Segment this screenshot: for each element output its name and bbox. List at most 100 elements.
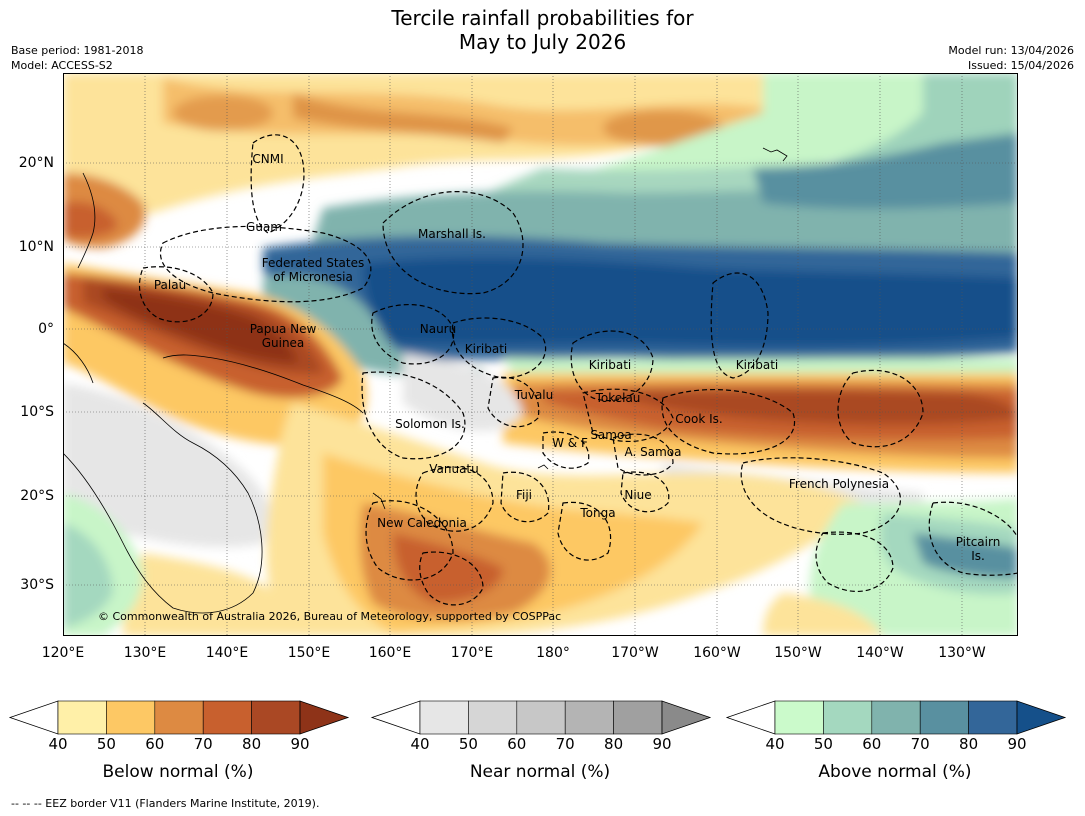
colorbar-extend-high [299, 700, 350, 735]
colorbar-tick-label: 50 [458, 735, 478, 753]
label-fsm: Federated States of Micronesia [261, 256, 365, 284]
label-new-caledonia: New Caledonia [377, 516, 467, 530]
label-french-polynesia: French Polynesia [788, 477, 890, 491]
lon-tick-170w: 170°W [611, 645, 659, 661]
label-png: Papua New Guinea [249, 322, 317, 350]
lon-tick-160w: 160°W [693, 645, 741, 661]
colorbar-title-near: Near normal (%) [469, 762, 611, 782]
colorbar-tick-label: 80 [242, 735, 262, 753]
colorbar-segment [57, 700, 107, 735]
colorbar-segment [202, 700, 252, 735]
colorbar-segment [774, 700, 824, 735]
colorbar-extend-high [661, 700, 712, 735]
label-kiribati-east: Kiribati [735, 358, 779, 372]
colorbar-tick-label: 70 [193, 735, 213, 753]
colorbar-segment [154, 700, 204, 735]
label-tonga: Tonga [580, 506, 616, 520]
colorbar-tick-label: 40 [48, 735, 68, 753]
colorbar-extend-low [8, 700, 59, 735]
coastlines [63, 147, 788, 614]
colorbar-above-normal [725, 700, 1067, 735]
meta-right: Model run: 13/04/2026 Issued: 15/04/2026 [948, 43, 1074, 73]
colorbar-near-normal [370, 700, 712, 735]
label-kiribati-central: Kiribati [588, 358, 632, 372]
colorbar-segment [106, 700, 156, 735]
colorbar-segment [564, 700, 614, 735]
colorbar-tick-label: 80 [604, 735, 624, 753]
colorbar-segment [419, 700, 469, 735]
colorbar-tick-label: 90 [1007, 735, 1027, 753]
title-line-2: May to July 2026 [458, 30, 627, 54]
lon-tick-150w: 150°W [774, 645, 822, 661]
lon-tick-150e: 150°E [287, 645, 331, 661]
lat-tick-30s: 30°S [20, 577, 54, 593]
label-niue: Niue [624, 488, 652, 502]
colorbar-segment [613, 700, 663, 735]
map-frame [63, 73, 1018, 636]
label-palau: Palau [153, 278, 187, 292]
label-fiji: Fiji [515, 488, 533, 502]
label-samoa: Samoa [590, 428, 632, 442]
copyright-text: © Commonwealth of Australia 2026, Bureau… [98, 610, 561, 623]
lat-tick-0: 0° [38, 321, 54, 337]
colorbar-title-above: Above normal (%) [818, 762, 972, 782]
lon-tick-160e: 160°E [368, 645, 412, 661]
label-marshall: Marshall Is. [418, 227, 486, 241]
label-guam: Guam [246, 220, 282, 234]
label-tokelau: Tokelau [595, 391, 641, 405]
colorbar-tick-label: 40 [765, 735, 785, 753]
colorbar-tick-label: 60 [145, 735, 165, 753]
colorbar-tick-label: 40 [410, 735, 430, 753]
probability-field [63, 73, 1018, 636]
base-period: Base period: 1981-2018 [11, 44, 144, 57]
model-run: Model run: 13/04/2026 [948, 44, 1074, 57]
colorbar-below-normal [8, 700, 350, 735]
label-vanuatu: Vanuatu [429, 462, 479, 476]
issued-date: Issued: 15/04/2026 [967, 59, 1074, 72]
label-wallis-futuna: W & F [552, 436, 588, 450]
colorbar-tick-label: 50 [96, 735, 116, 753]
colorbar-tick-label: 90 [652, 735, 672, 753]
colorbar-segment [468, 700, 518, 735]
colorbar-extend-low [370, 700, 421, 735]
label-tuvalu: Tuvalu [514, 388, 554, 402]
colorbar-extend-low [725, 700, 776, 735]
label-kiribati-west: Kiribati [464, 342, 508, 356]
graticule [63, 73, 1018, 636]
colorbar-tick-label: 60 [507, 735, 527, 753]
colorbar-tick-label: 50 [813, 735, 833, 753]
colorbar-segment [871, 700, 921, 735]
colorbar-tick-label: 80 [959, 735, 979, 753]
lon-tick-140e: 140°E [205, 645, 249, 661]
colorbar-title-below: Below normal (%) [102, 762, 254, 782]
colorbar-segment [823, 700, 873, 735]
colorbars [8, 700, 1067, 735]
colorbar-tick-label: 90 [290, 735, 310, 753]
lon-tick-120e: 120°E [41, 645, 85, 661]
eez-borders [138, 134, 1018, 606]
label-cnmi: CNMI [252, 152, 284, 166]
title-line-1: Tercile rainfall probabilities for [391, 6, 694, 30]
colorbar-tick-label: 70 [555, 735, 575, 753]
label-american-samoa: A. Samoa [624, 445, 682, 459]
lon-tick-130e: 130°E [123, 645, 167, 661]
map-title: Tercile rainfall probabilities for May t… [0, 6, 1085, 54]
lat-tick-20n: 20°N [18, 155, 54, 171]
label-cook-islands: Cook Is. [675, 412, 723, 426]
rainfall-map: © Commonwealth of Australia 2026, Bureau… [63, 73, 1018, 636]
colorbar-segment [251, 700, 301, 735]
colorbar-tick-label: 60 [862, 735, 882, 753]
colorbar-tick-label: 70 [910, 735, 930, 753]
lat-tick-10n: 10°N [18, 239, 54, 255]
lon-tick-140w: 140°W [856, 645, 904, 661]
colorbar-extend-high [1016, 700, 1067, 735]
label-nauru: Nauru [419, 322, 457, 336]
lon-tick-170e: 170°E [450, 645, 494, 661]
label-solomon: Solomon Is. [395, 417, 465, 431]
lon-tick-180: 180° [536, 645, 570, 661]
meta-left: Base period: 1981-2018 Model: ACCESS-S2 [11, 43, 143, 73]
lon-tick-130w: 130°W [938, 645, 986, 661]
model-name: Model: ACCESS-S2 [11, 59, 113, 72]
label-pitcairn: Pitcairn Is. [955, 535, 1001, 563]
lat-tick-20s: 20°S [20, 488, 54, 504]
